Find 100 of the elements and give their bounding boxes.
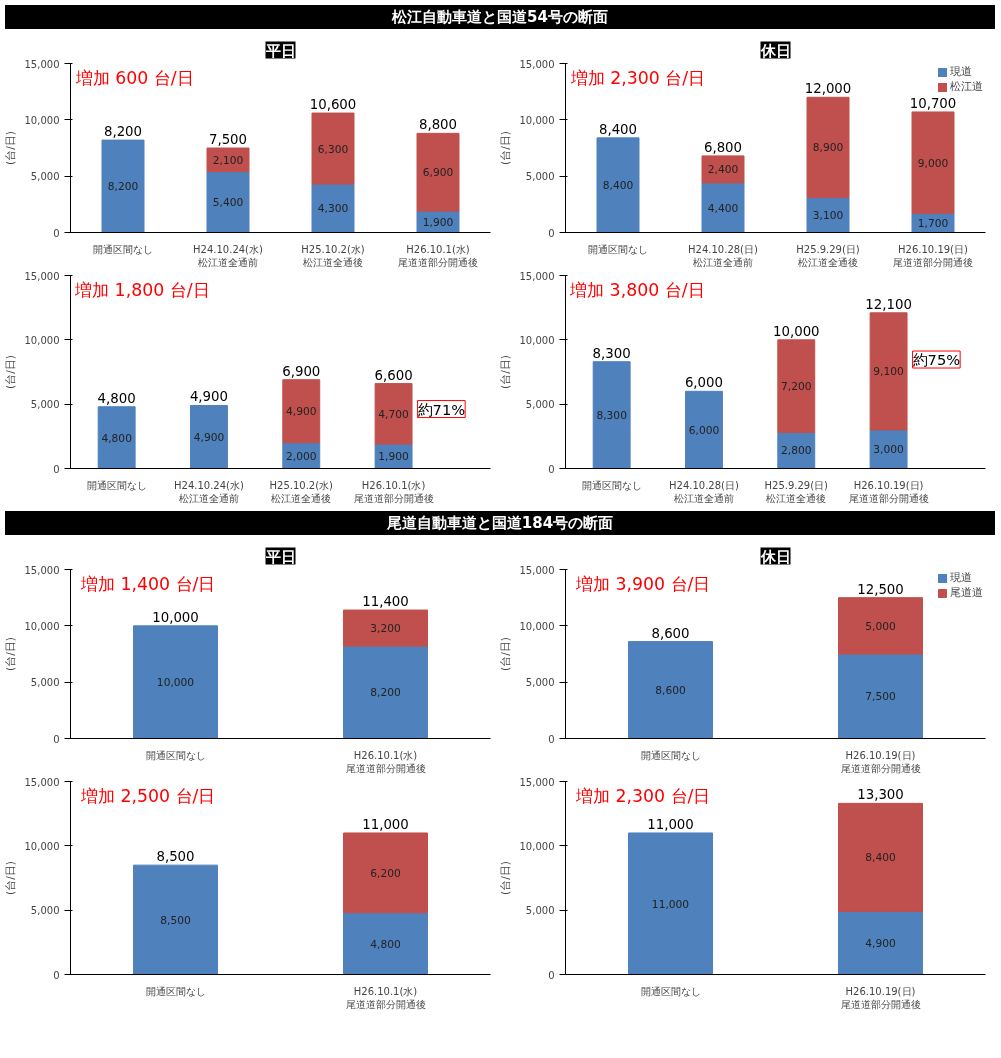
x-tick-label: H25.10.2(水) 松江道全通後 [301, 243, 365, 268]
bar [311, 183, 355, 233]
x-tick-label: 開通区間なし [640, 985, 701, 997]
total-label: 6,900 [282, 363, 321, 379]
data-label: 3,100 [812, 209, 844, 223]
total-label: 4,800 [97, 390, 136, 406]
data-label: 4,400 [707, 201, 739, 215]
bar [133, 864, 218, 975]
y-axis-title: (台/日) [3, 637, 17, 671]
data-label: 9,000 [917, 156, 949, 170]
data-label: 6,000 [688, 423, 720, 437]
data-label: 4,900 [286, 405, 317, 419]
bar [343, 832, 428, 914]
bar [701, 182, 745, 233]
data-label: 3,200 [370, 622, 401, 636]
total-label: 11,000 [362, 816, 409, 832]
data-label: 8,200 [370, 686, 401, 700]
bar [343, 912, 428, 975]
data-label: 4,900 [865, 936, 896, 950]
total-label: 6,800 [703, 139, 743, 155]
total-label: 8,400 [598, 121, 638, 137]
x-tick-label: H25.9.29(日) 松江道全通後 [796, 243, 860, 268]
annotation: 増加 3,800 台/日 [569, 279, 705, 300]
y-tick-label: 5,000 [525, 399, 555, 411]
y-tick-label: 10,000 [24, 840, 60, 852]
y-tick-label: 5,000 [30, 677, 60, 689]
data-label: 5,400 [212, 196, 244, 210]
x-tick-label: H26.10.19(日) 尾道道部分開通後 [840, 985, 921, 1010]
y-axis-title: (台/日) [498, 355, 512, 389]
data-label: 3,000 [873, 443, 905, 457]
y-tick-label: 0 [548, 733, 555, 745]
total-label: 10,600 [309, 97, 357, 113]
x-tick-label: H26.10.1(水) 尾道道部分開通後 [345, 749, 426, 774]
y-tick-label: 10,000 [24, 334, 60, 346]
x-tick-label: H24.10.24(水) 松江道全通前 [193, 243, 264, 268]
x-tick-label: 開通区間なし [86, 479, 147, 491]
x-tick-label: 開通区間なし [145, 985, 206, 997]
annotation: 増加 2,500 台/日 [80, 785, 216, 806]
total-label: 13,300 [857, 787, 904, 803]
bar [869, 312, 908, 431]
data-label: 8,500 [160, 913, 191, 927]
data-label: 4,800 [370, 937, 401, 951]
data-label: 6,300 [317, 142, 349, 156]
y-tick-label: 5,000 [30, 171, 60, 183]
data-label: 8,400 [602, 179, 634, 193]
bar [282, 379, 321, 444]
y-tick-label: 5,000 [525, 171, 555, 183]
data-label: 1,900 [378, 450, 410, 464]
bar [838, 802, 923, 912]
bar [701, 155, 745, 184]
data-label: 4,900 [193, 430, 225, 444]
y-axis-title: (台/日) [3, 131, 17, 165]
data-label: 5,000 [865, 619, 896, 633]
total-label: 6,600 [374, 367, 413, 383]
x-tick-label: 開通区間なし [588, 243, 648, 255]
data-label: 8,400 [865, 851, 896, 865]
y-tick-label: 15,000 [519, 776, 555, 788]
data-label: 8,900 [812, 141, 844, 155]
bar [838, 910, 923, 975]
bar [343, 609, 428, 647]
total-label: 12,500 [857, 581, 904, 597]
y-tick-label: 10,000 [519, 114, 555, 126]
y-tick-label: 0 [53, 733, 60, 745]
y-tick-label: 0 [53, 463, 60, 475]
data-label: 11,000 [651, 897, 690, 911]
y-tick-label: 15,000 [24, 58, 60, 70]
data-label: 8,300 [596, 409, 628, 423]
y-tick-label: 15,000 [24, 270, 60, 282]
y-axis-title: (台/日) [498, 861, 512, 895]
total-label: 6,000 [684, 375, 724, 391]
x-tick-label: H25.10.2(水) 松江道全通後 [269, 479, 334, 504]
chart-subtitle: 平日 [264, 547, 296, 565]
data-label: 6,900 [422, 166, 454, 180]
annotation: 増加 1,800 台/日 [74, 279, 210, 300]
chart-title: 尾道自動車道と国道184号の断面 [386, 513, 614, 534]
y-tick-label: 15,000 [519, 270, 555, 282]
x-tick-label: 開通区間なし [145, 749, 206, 761]
x-tick-label: 開通区間なし [640, 749, 701, 761]
bar [311, 112, 355, 185]
x-tick-label: H26.10.1(水) 尾道道部分開通後 [353, 479, 434, 504]
annotation: 増加 2,300 台/日 [569, 67, 706, 88]
legend-label: 松江道 [950, 80, 983, 94]
bar [777, 339, 816, 433]
annotation: 約71% [417, 400, 466, 418]
data-label: 7,200 [781, 380, 812, 394]
bar [628, 641, 713, 739]
y-axis-title: (台/日) [498, 637, 512, 671]
total-label: 7,500 [208, 132, 248, 147]
total-label: 8,200 [103, 124, 143, 140]
y-tick-label: 10,000 [519, 334, 555, 346]
data-label: 4,300 [317, 202, 349, 216]
bar [685, 390, 723, 469]
y-tick-label: 10,000 [24, 620, 60, 632]
y-tick-label: 15,000 [24, 564, 60, 576]
total-label: 12,000 [804, 81, 852, 97]
y-tick-label: 10,000 [519, 840, 555, 852]
x-tick-label: H24.10.28(日) 松江道全通前 [688, 243, 759, 268]
bar [838, 653, 923, 739]
y-tick-label: 5,000 [30, 905, 60, 917]
y-tick-label: 15,000 [519, 58, 555, 70]
